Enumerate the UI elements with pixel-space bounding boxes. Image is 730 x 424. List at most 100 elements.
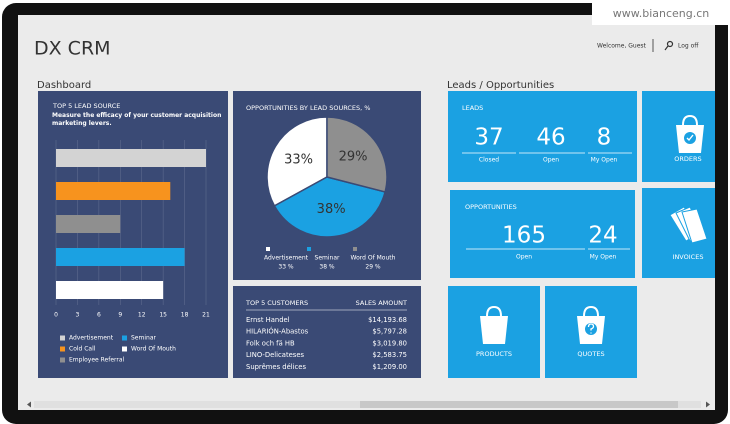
legend-label: Employee Referral xyxy=(69,357,125,364)
bag-icon xyxy=(480,316,508,344)
customers-panel xyxy=(233,286,421,378)
logoff-button[interactable]: Log off xyxy=(664,40,699,51)
stat-label: My Open xyxy=(590,254,617,261)
subtitle-box: Measure the efficacy of your customer ac… xyxy=(52,112,221,127)
tile-title: INVOICES xyxy=(673,253,704,261)
tile-title: ORDERS xyxy=(674,155,701,163)
tile-title: QUOTES xyxy=(577,350,604,358)
leads-tile[interactable]: LEADS 37 Closed 46 Open 8 My Open xyxy=(448,91,637,182)
orders-tile[interactable]: ORDERS xyxy=(642,91,715,182)
legend-swatch xyxy=(307,247,311,251)
legend-value: 38 % xyxy=(319,264,335,271)
products-tile[interactable]: PRODUCTS xyxy=(448,286,540,378)
legend-label: Advertisement xyxy=(264,255,309,262)
pie-slice xyxy=(266,116,328,207)
tile-bg[interactable] xyxy=(448,91,637,182)
x-tick-label: 15 xyxy=(159,312,167,319)
column-header: TOP 5 CUSTOMERS xyxy=(245,299,308,307)
legend-swatch xyxy=(122,346,127,352)
legend-label: Cold Call xyxy=(69,346,96,353)
x-tick-label: 9 xyxy=(118,312,122,319)
key-icon xyxy=(664,45,669,51)
legend-value: 29 % xyxy=(365,264,381,271)
pie-value-label: 38% xyxy=(317,202,346,217)
legend-swatch xyxy=(60,335,65,341)
stat-label: Open xyxy=(543,157,559,164)
column-header: SALES AMOUNT xyxy=(356,299,407,307)
legend-label: Seminar xyxy=(131,335,156,342)
bag-icon xyxy=(486,305,502,317)
tile-title: PRODUCTS xyxy=(476,350,512,358)
stat-value: 46 xyxy=(536,125,565,151)
scroll-thumb[interactable] xyxy=(360,401,678,408)
opportunity-stats: 165 Open 24 My Open xyxy=(466,223,630,261)
quotes-tile[interactable]: QUOTES xyxy=(545,286,637,378)
watermark: www.bianceng.cn xyxy=(613,7,710,20)
invoice-icon xyxy=(681,208,708,244)
customer-name: Ernst Handel xyxy=(246,316,290,324)
x-tick-label: 21 xyxy=(202,312,210,319)
section-title: Dashboard xyxy=(37,80,91,91)
bar xyxy=(56,215,121,233)
customer-name: LINO-Delicateses xyxy=(246,351,305,359)
section-title: Leads / Opportunities xyxy=(447,80,554,91)
tile-title: LEADS xyxy=(462,104,483,112)
x-tick-label: 6 xyxy=(97,312,101,319)
bar xyxy=(56,248,185,266)
welcome: Welcome, Guest xyxy=(597,43,647,50)
stat-value: 37 xyxy=(474,125,503,151)
scroll-right[interactable] xyxy=(706,401,710,408)
stat-value: 8 xyxy=(597,125,612,151)
bar xyxy=(56,281,164,299)
logoff[interactable]: Log off xyxy=(678,43,699,50)
customer-rows: Ernst Handel $14,193.68 HILARIÓN-Abastos $5… xyxy=(246,316,407,371)
sales-amount: $14,193.68 xyxy=(368,316,407,324)
bag-icon xyxy=(682,114,698,126)
sales-amount: $2,583.75 xyxy=(372,351,407,359)
sales-amount: $5,797.28 xyxy=(372,328,407,336)
panel-title: TOP 5 LEAD SOURCE xyxy=(52,102,120,110)
watermark-box xyxy=(592,3,730,25)
tile-bg[interactable] xyxy=(450,190,635,278)
stat-label: Closed xyxy=(479,157,499,164)
panel-title: OPPORTUNITIES BY LEAD SOURCES, % xyxy=(246,104,370,112)
pie-slice xyxy=(273,176,387,238)
legend-label: Advertisement xyxy=(69,335,114,342)
invoices-tile[interactable]: INVOICES xyxy=(642,188,715,278)
app-title: DX CRM xyxy=(34,38,111,60)
customer-name: HILARIÓN-Abastos xyxy=(246,327,309,336)
legend-swatch xyxy=(60,346,65,352)
legend-swatch xyxy=(266,247,270,251)
scroll-left[interactable] xyxy=(27,401,31,408)
pie-chart: 33% 38% 29% Advertisement 33 % Seminar 38 % Wor… xyxy=(264,116,396,271)
bar xyxy=(56,182,171,200)
stat-value: 24 xyxy=(588,223,617,249)
legend-swatch xyxy=(122,335,127,341)
pie-value-label: 29% xyxy=(339,149,368,164)
legend-swatch xyxy=(353,247,357,251)
stat-label: My Open xyxy=(591,157,618,164)
x-tick-label: 3 xyxy=(76,312,80,319)
x-tick-label: 12 xyxy=(138,312,146,319)
bag-icon xyxy=(686,134,694,142)
pie-slice xyxy=(326,116,388,193)
sales-amount: $3,019.80 xyxy=(372,339,407,347)
bar-chart: 0 3 6 9 12 15 18 21 Advertisement Cold Call Employ… xyxy=(54,140,210,364)
lead-source-panel xyxy=(38,91,228,378)
legend-label: Seminar xyxy=(315,255,340,262)
bag-icon xyxy=(583,305,599,317)
x-tick-label: 18 xyxy=(181,312,189,319)
legend-label: Word Of Mouth xyxy=(351,255,396,262)
key-icon xyxy=(666,40,674,48)
bar xyxy=(56,149,206,167)
customer-name: Suprêmes délices xyxy=(246,363,306,371)
customer-name: Folk och fä HB xyxy=(246,339,295,347)
stat-label: Open xyxy=(516,254,532,261)
legend-swatch xyxy=(60,357,65,363)
sales-amount: $1,209.00 xyxy=(372,363,407,371)
legend-value: 33 % xyxy=(278,264,294,271)
opportunities-tile[interactable]: OPPORTUNITIES 165 Open 24 My Open xyxy=(450,190,635,278)
tile-title: OPPORTUNITIES xyxy=(465,203,517,211)
stat-value: 165 xyxy=(502,223,546,249)
